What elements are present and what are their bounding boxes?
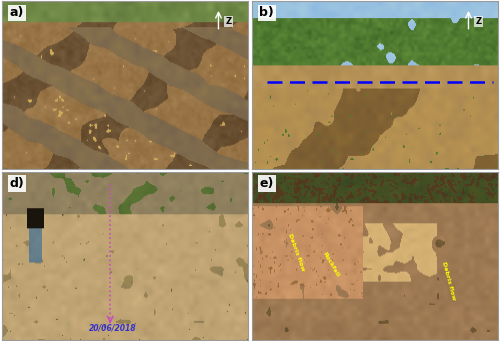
Text: 20/06/2018: 20/06/2018 [89,324,136,333]
Text: Z: Z [476,17,482,26]
Text: Debris flow: Debris flow [287,233,306,272]
Text: Rockfall: Rockfall [322,251,340,278]
Text: b): b) [260,6,274,19]
Text: a): a) [10,6,24,19]
Text: e): e) [260,177,274,190]
Text: Debris flow: Debris flow [441,261,456,301]
Text: d): d) [10,177,24,190]
Text: Z: Z [226,17,232,26]
